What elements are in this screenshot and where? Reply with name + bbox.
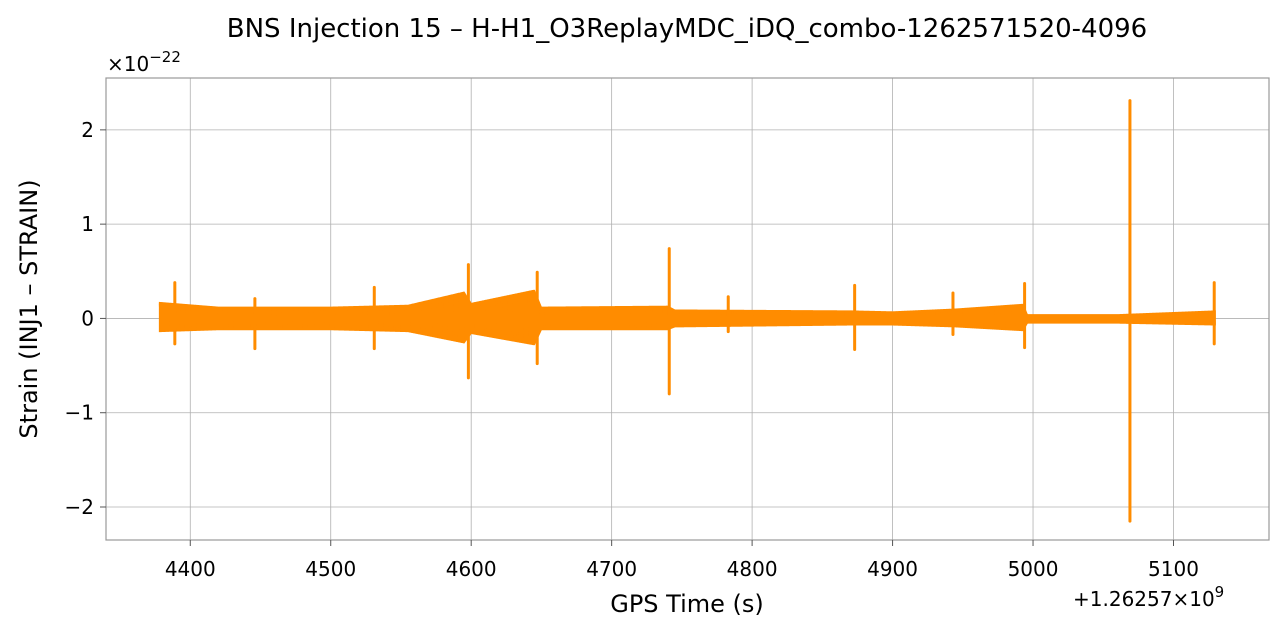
y-tick-label: −1 [65, 401, 94, 425]
x-tick-label: 5100 [1148, 557, 1199, 581]
x-tick-label: 4900 [867, 557, 918, 581]
x-offset-exponent: 9 [1215, 583, 1225, 601]
y-scale-factor: ×10−22 [107, 48, 181, 76]
y-tick-label: 1 [81, 212, 94, 236]
y-axis-label: Strain (INJ1 – STRAIN) [15, 179, 43, 438]
y-ticks: −2 −1 0 1 2 [65, 118, 106, 519]
signal-trace [158, 292, 1216, 343]
y-scale-exponent: −22 [149, 48, 181, 66]
x-tick-label: 5000 [1008, 557, 1059, 581]
y-scale-base: ×10 [107, 52, 149, 76]
chart-title: BNS Injection 15 – H-H1_O3ReplayMDC_iDQ_… [227, 14, 1147, 44]
x-tick-label: 4500 [305, 557, 356, 581]
x-tick-label: 4400 [165, 557, 216, 581]
x-offset-factor: +1.26257×109 [1073, 583, 1224, 611]
axes-frame [105, 77, 1270, 541]
y-tick-label: 0 [81, 306, 94, 330]
x-ticks: 4400 4500 4600 4700 4800 4900 5000 5100 [165, 540, 1199, 581]
x-tick-label: 4600 [446, 557, 497, 581]
x-tick-label: 4800 [727, 557, 778, 581]
y-tick-label: −2 [65, 495, 94, 519]
x-tick-label: 4700 [586, 557, 637, 581]
x-axis-label: GPS Time (s) [610, 590, 764, 618]
x-offset-base: +1.26257×10 [1073, 587, 1215, 611]
plot-area [158, 99, 1216, 523]
y-tick-label: 2 [81, 118, 94, 142]
